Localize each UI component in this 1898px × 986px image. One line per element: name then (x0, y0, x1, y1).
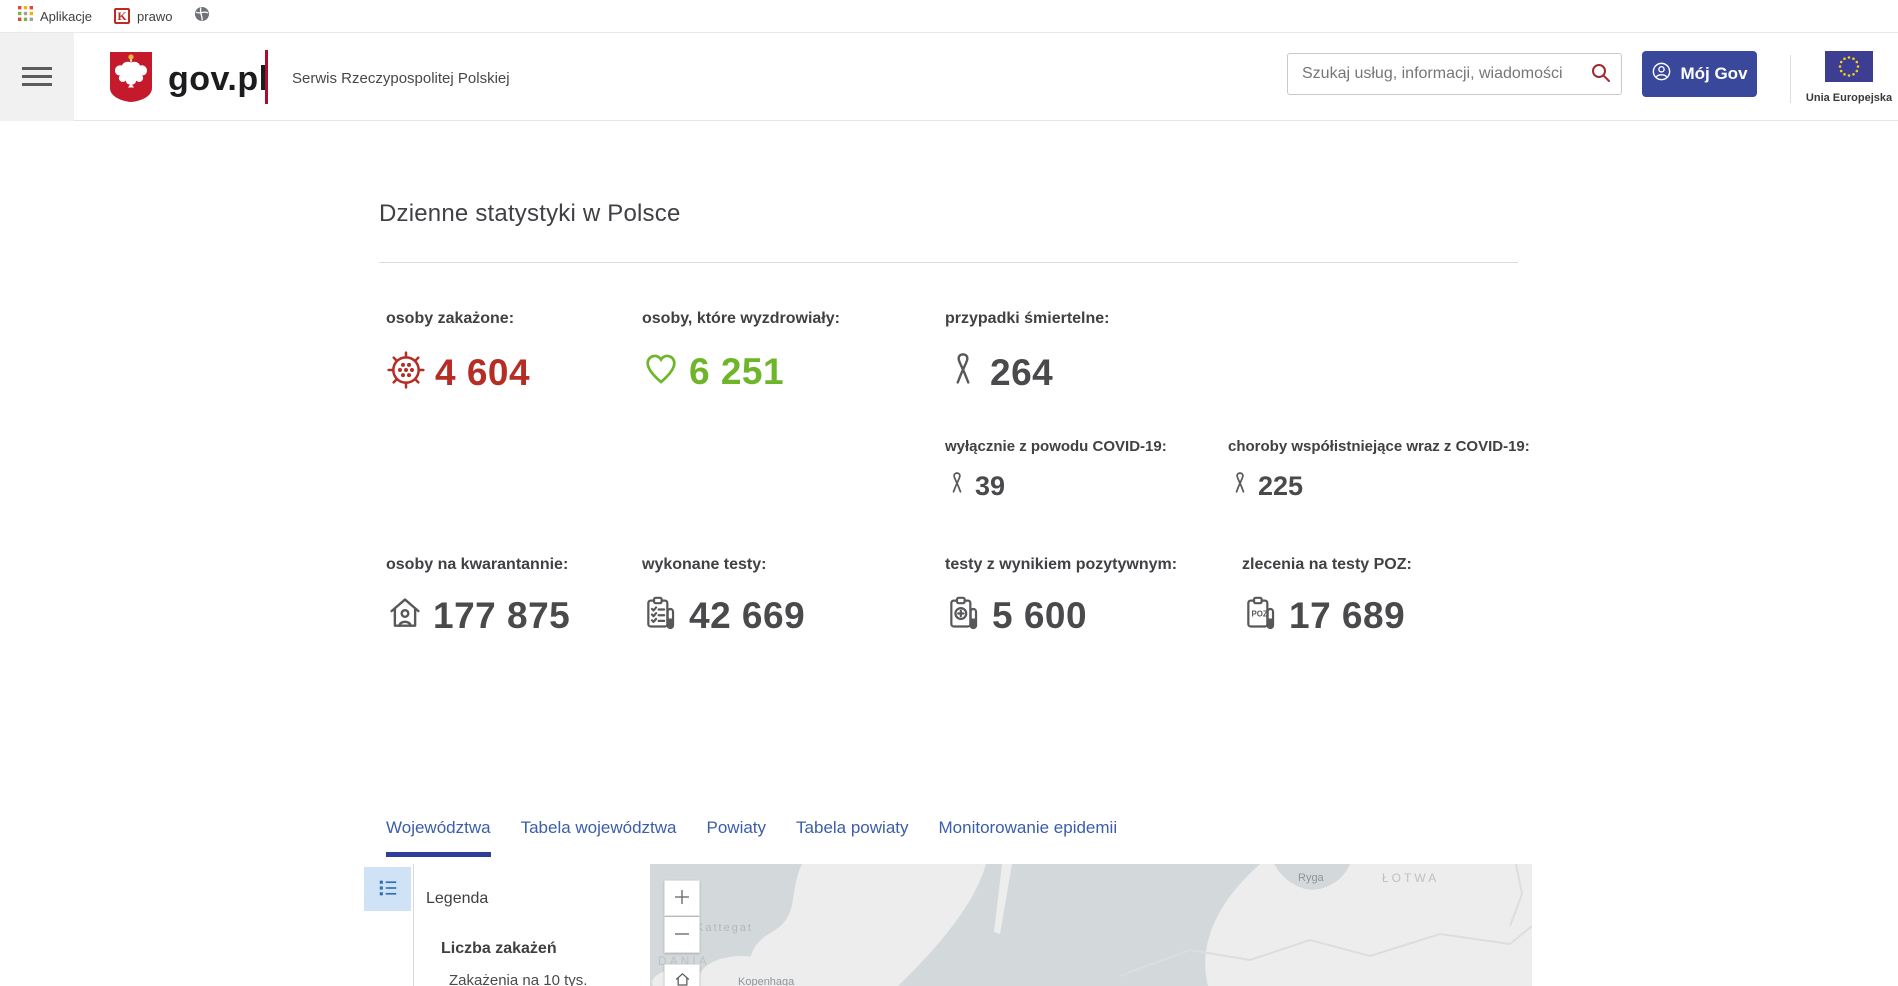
k-favicon: K (114, 8, 131, 24)
moj-gov-label: Mój Gov (1680, 64, 1748, 83)
quarantine-label: osoby na kwarantannie: (386, 556, 569, 573)
map-zoom-in-button[interactable] (664, 880, 700, 916)
poland-crest-icon (108, 50, 154, 108)
recovered-value: 6 251 (642, 350, 784, 393)
eu-label: Unia Europejska (1805, 92, 1893, 104)
ribbon-icon (945, 470, 969, 502)
recovered-number: 6 251 (689, 350, 785, 392)
ribbon-icon (945, 350, 981, 395)
deaths-comorbid-number: 225 (1258, 470, 1304, 501)
tab-tabela-powiaty[interactable]: Tabela powiaty (796, 818, 909, 837)
tests-poz-number: 17 689 (1289, 594, 1406, 636)
quarantine-house-icon (386, 594, 424, 637)
tests-poz-value: POZ 17 689 (1242, 594, 1405, 637)
header-search (1287, 53, 1622, 95)
deaths-comorbid-label: choroby współistniejące wraz z COVID-19: (1228, 438, 1530, 455)
deaths-covid-only-value: 39 (945, 470, 1005, 502)
logo-divider (265, 50, 268, 104)
page-title: Dzienne statystyki w Polsce (379, 200, 681, 227)
tests-value: 42 669 (642, 594, 805, 637)
deaths-number: 264 (990, 351, 1054, 393)
tab-monitorowanie-epidemii[interactable]: Monitorowanie epidemii (938, 818, 1118, 837)
search-input[interactable] (1288, 65, 1581, 83)
moj-gov-button[interactable]: Mój Gov (1642, 51, 1757, 97)
deaths-covid-only-number: 39 (975, 470, 1006, 501)
bookmark-label: Aplikacje (40, 8, 93, 24)
tests-poz-label: zlecenia na testy POZ: (1242, 556, 1412, 573)
search-button[interactable] (1581, 54, 1621, 94)
legend-title: Legenda (426, 890, 489, 907)
minus-icon (674, 922, 690, 948)
svg-text:POZ: POZ (1252, 610, 1268, 619)
tests-positive-label: testy z wynikiem pozytywnym: (945, 556, 1178, 573)
hamburger-icon (22, 67, 52, 91)
legend-section-title: Liczba zakażeń (441, 940, 557, 957)
legend-toggle-button[interactable] (364, 867, 411, 911)
bookmark-aplikacje[interactable]: Aplikacje (10, 3, 100, 29)
menu-button[interactable] (0, 33, 74, 121)
heart-icon (642, 350, 680, 393)
eu-flag-icon (1825, 51, 1873, 87)
tab-powiaty[interactable]: Powiaty (706, 818, 767, 837)
deaths-value: 264 (945, 350, 1053, 395)
bookmark-label: prawo (137, 8, 173, 24)
browser-bookmarks-bar: Aplikacje K prawo (0, 0, 1898, 33)
legend-item: Zakażenia na 10 tys. (449, 972, 588, 986)
virus-icon (386, 350, 426, 395)
map-canvas[interactable]: Kattegat Kopenhaga DANIA Ryga ŁOTWA (650, 864, 1532, 986)
plus-icon (674, 885, 690, 911)
tests-number: 42 669 (689, 594, 806, 636)
map-section: Legenda Liczba zakażeń Zakażenia na 10 t… (364, 864, 1532, 986)
poz-test-icon: POZ (1242, 594, 1280, 637)
title-divider (379, 262, 1518, 263)
tab-tabela-wojewodztwa[interactable]: Tabela województwa (520, 818, 677, 837)
map-home-button[interactable] (664, 964, 700, 986)
legend-list-icon (377, 877, 399, 902)
deaths-comorbid-value: 225 (1228, 470, 1303, 502)
infected-label: osoby zakażone: (386, 310, 515, 327)
recovered-label: osoby, które wyzdrowiały: (642, 310, 840, 327)
ribbon-icon (1228, 470, 1252, 502)
tests-label: wykonane testy: (642, 556, 767, 573)
site-header: gov.pl Serwis Rzeczypospolitej Polskiej (0, 33, 1898, 121)
home-icon (673, 969, 692, 986)
apps-grid-icon (18, 6, 33, 26)
bookmark-globe[interactable] (186, 3, 218, 30)
header-divider (1790, 55, 1791, 103)
user-circle-icon (1651, 61, 1672, 87)
infected-value: 4 604 (386, 350, 530, 395)
tests-positive-number: 5 600 (992, 594, 1088, 636)
govpl-logo[interactable]: gov.pl (108, 50, 269, 108)
header-tagline: Serwis Rzeczypospolitej Polskiej (292, 70, 510, 87)
eu-link[interactable]: Unia Europejska (1806, 51, 1892, 104)
quarantine-number: 177 875 (433, 594, 571, 636)
bookmark-prawo[interactable]: K prawo (106, 5, 180, 27)
quarantine-value: 177 875 (386, 594, 570, 637)
test-clipboard-icon (642, 594, 680, 637)
map-tabs: Województwa Tabela województwa Powiaty T… (386, 812, 1117, 857)
map-graphic (650, 864, 1532, 986)
search-icon (1589, 61, 1613, 88)
tab-wojewodztwa[interactable]: Województwa (386, 812, 491, 857)
tests-positive-value: 5 600 (945, 594, 1087, 637)
infected-number: 4 604 (435, 351, 531, 393)
deaths-covid-only-label: wyłącznie z powodu COVID-19: (945, 438, 1167, 455)
positive-test-icon (945, 594, 983, 637)
globe-favicon (194, 6, 210, 27)
map-legend-panel: Legenda Liczba zakażeń Zakażenia na 10 t… (413, 864, 650, 986)
deaths-label: przypadki śmiertelne: (945, 310, 1110, 327)
map-zoom-out-button[interactable] (664, 917, 700, 953)
logo-text: gov.pl (168, 59, 269, 98)
